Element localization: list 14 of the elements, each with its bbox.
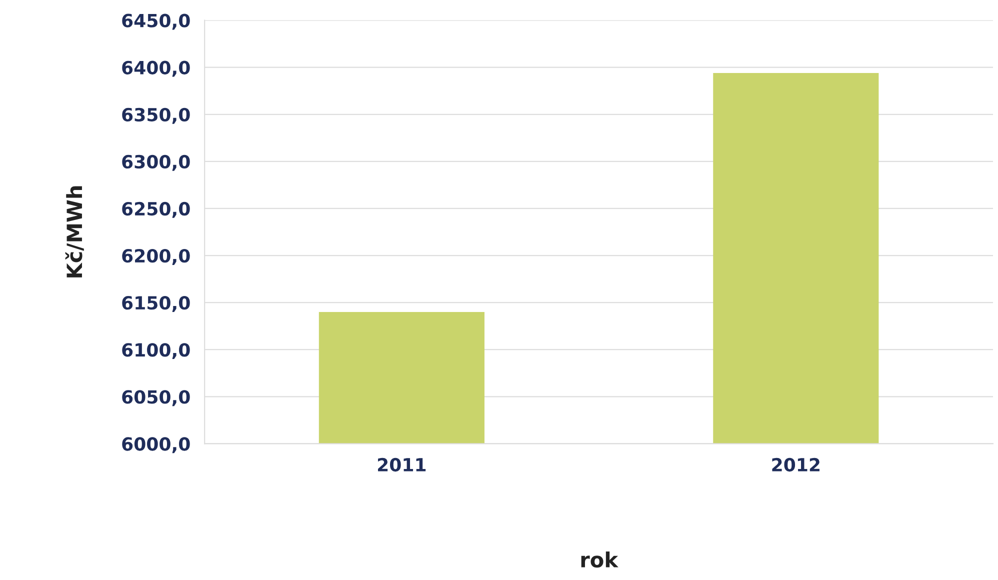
y-tick-label: 6150,0 xyxy=(122,296,190,312)
y-axis-title: Kč/MWh xyxy=(65,186,84,278)
y-tick-label: 6300,0 xyxy=(122,154,190,171)
y-tick-label: 6350,0 xyxy=(122,108,190,124)
y-tick-label: 6100,0 xyxy=(122,343,190,360)
y-tick-label: 6200,0 xyxy=(122,248,190,265)
y-tick-label: 6050,0 xyxy=(122,390,190,406)
y-tick-label: 6000,0 xyxy=(122,437,190,454)
y-tick-label: 6450,0 xyxy=(122,14,190,30)
y-tick-label: 6400,0 xyxy=(122,60,190,77)
x-axis-title: rok xyxy=(581,551,618,568)
y-tick-label: 6250,0 xyxy=(122,202,190,218)
x-tick-label: 2011 xyxy=(378,458,426,472)
x-tick-label: 2012 xyxy=(772,458,820,472)
